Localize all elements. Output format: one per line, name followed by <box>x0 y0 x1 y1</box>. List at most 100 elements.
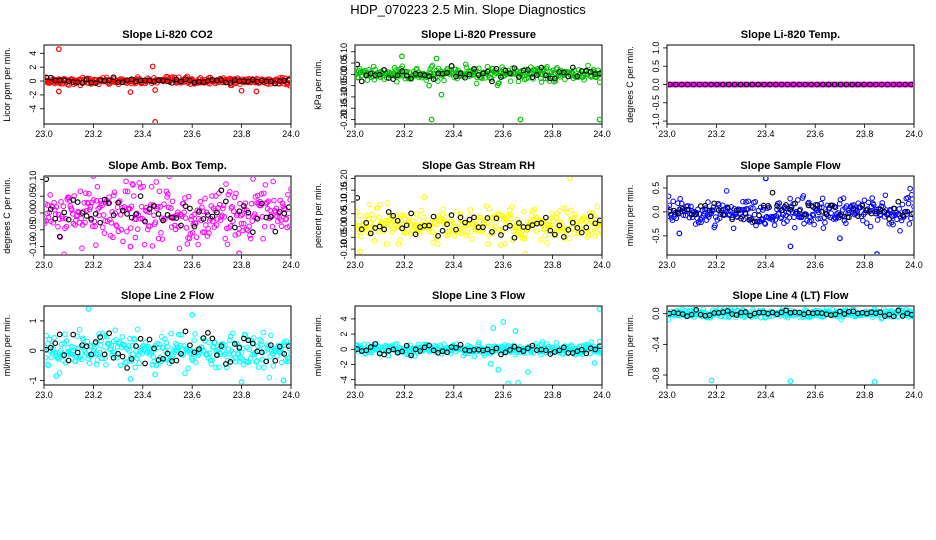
reference-point <box>453 73 459 80</box>
x-tick-label: 24.0 <box>905 390 923 400</box>
series-point <box>423 77 430 83</box>
series-point <box>426 228 433 235</box>
reference-point <box>227 359 234 365</box>
reference-point <box>498 232 504 238</box>
series-point <box>896 206 903 212</box>
x-tick-label: 24.0 <box>905 129 923 139</box>
series-point <box>712 222 718 229</box>
reference-point <box>92 80 99 86</box>
outlier-point <box>428 116 435 123</box>
reference-point <box>706 312 713 318</box>
reference-point <box>724 205 731 211</box>
reference-point <box>810 204 816 210</box>
reference-point <box>124 211 130 217</box>
reference-point <box>672 81 679 88</box>
reference-point <box>187 205 193 212</box>
y-tick-label: 0.10 <box>339 193 349 211</box>
y-tick-label: -0.4 <box>651 337 661 353</box>
series-point <box>286 223 290 230</box>
outlier-point <box>238 87 245 94</box>
reference-point <box>119 353 126 360</box>
reference-point <box>908 311 913 318</box>
reference-point <box>232 224 238 231</box>
reference-point <box>372 341 379 347</box>
series-point <box>483 203 490 209</box>
reference-point <box>596 217 601 224</box>
series-point <box>257 336 263 343</box>
reference-point <box>178 78 184 85</box>
series-point <box>410 218 416 224</box>
reference-point <box>823 211 830 218</box>
series-point <box>795 197 801 203</box>
series-point <box>581 76 587 83</box>
series-point <box>598 350 601 356</box>
series-point <box>716 202 722 208</box>
reference-point <box>160 355 166 362</box>
y-tick-label: 0 <box>28 79 38 84</box>
reference-point <box>173 215 180 221</box>
data-points <box>356 177 601 254</box>
series-point <box>153 179 160 185</box>
series-point <box>805 199 812 206</box>
reference-point <box>755 81 762 88</box>
x-tick-label: 23.8 <box>856 260 874 270</box>
series-point <box>383 241 390 247</box>
reference-point <box>543 72 549 79</box>
series-point <box>159 236 166 242</box>
x-tick-label: 23.6 <box>806 260 824 270</box>
series-point <box>839 314 846 320</box>
series-point <box>155 203 161 210</box>
series-point <box>255 364 262 370</box>
chart-panel: Slope Line 4 (LT) Flow ml/min per min. 23.… <box>625 290 923 400</box>
reference-point <box>92 211 99 217</box>
reference-point <box>778 207 785 214</box>
series-point <box>477 214 484 221</box>
x-tick-label: 23.0 <box>35 129 53 139</box>
reference-point <box>133 211 139 217</box>
series-point <box>815 216 821 222</box>
series-point <box>192 331 198 337</box>
reference-point <box>83 76 90 83</box>
series-point <box>227 188 233 195</box>
series-point <box>416 217 423 223</box>
x-tick-label: 24.0 <box>593 129 611 139</box>
series-point <box>63 338 70 344</box>
series-point <box>463 232 470 239</box>
series-point <box>51 334 57 341</box>
reference-point <box>214 209 220 216</box>
series-point <box>675 200 681 206</box>
reference-point <box>738 215 744 222</box>
series-point <box>787 195 793 202</box>
series-point <box>233 358 239 365</box>
reference-point <box>560 344 567 351</box>
y-tick-label: -2 <box>28 91 38 99</box>
series-point <box>58 198 64 205</box>
reference-point <box>457 214 464 221</box>
reference-point <box>151 345 157 352</box>
series-point <box>140 183 146 190</box>
chart-panel: Slope Li-820 Pressure kPa per min. 23.0 23.… <box>313 29 611 139</box>
reference-point <box>733 207 740 214</box>
panel-title: Slope Line 3 Flow <box>432 290 525 302</box>
outlier-point <box>421 194 428 201</box>
reference-point <box>850 308 857 315</box>
reference-point <box>511 65 518 71</box>
reference-point <box>70 197 77 203</box>
series-point <box>143 204 150 211</box>
x-tick-label: 23.8 <box>233 260 251 270</box>
series-point <box>223 364 230 371</box>
reference-point <box>711 200 718 207</box>
series-point <box>94 357 101 363</box>
reference-point <box>908 81 913 88</box>
reference-point <box>493 65 500 72</box>
y-tick-label: -0.5 <box>651 228 661 244</box>
outlier-point <box>505 380 512 384</box>
series-point <box>911 312 913 318</box>
series-point <box>182 215 189 221</box>
series-point <box>702 205 709 211</box>
series-point <box>418 207 425 214</box>
series-point <box>206 230 212 236</box>
reference-point <box>774 311 780 318</box>
reference-point <box>507 222 513 229</box>
reference-point <box>543 214 549 221</box>
